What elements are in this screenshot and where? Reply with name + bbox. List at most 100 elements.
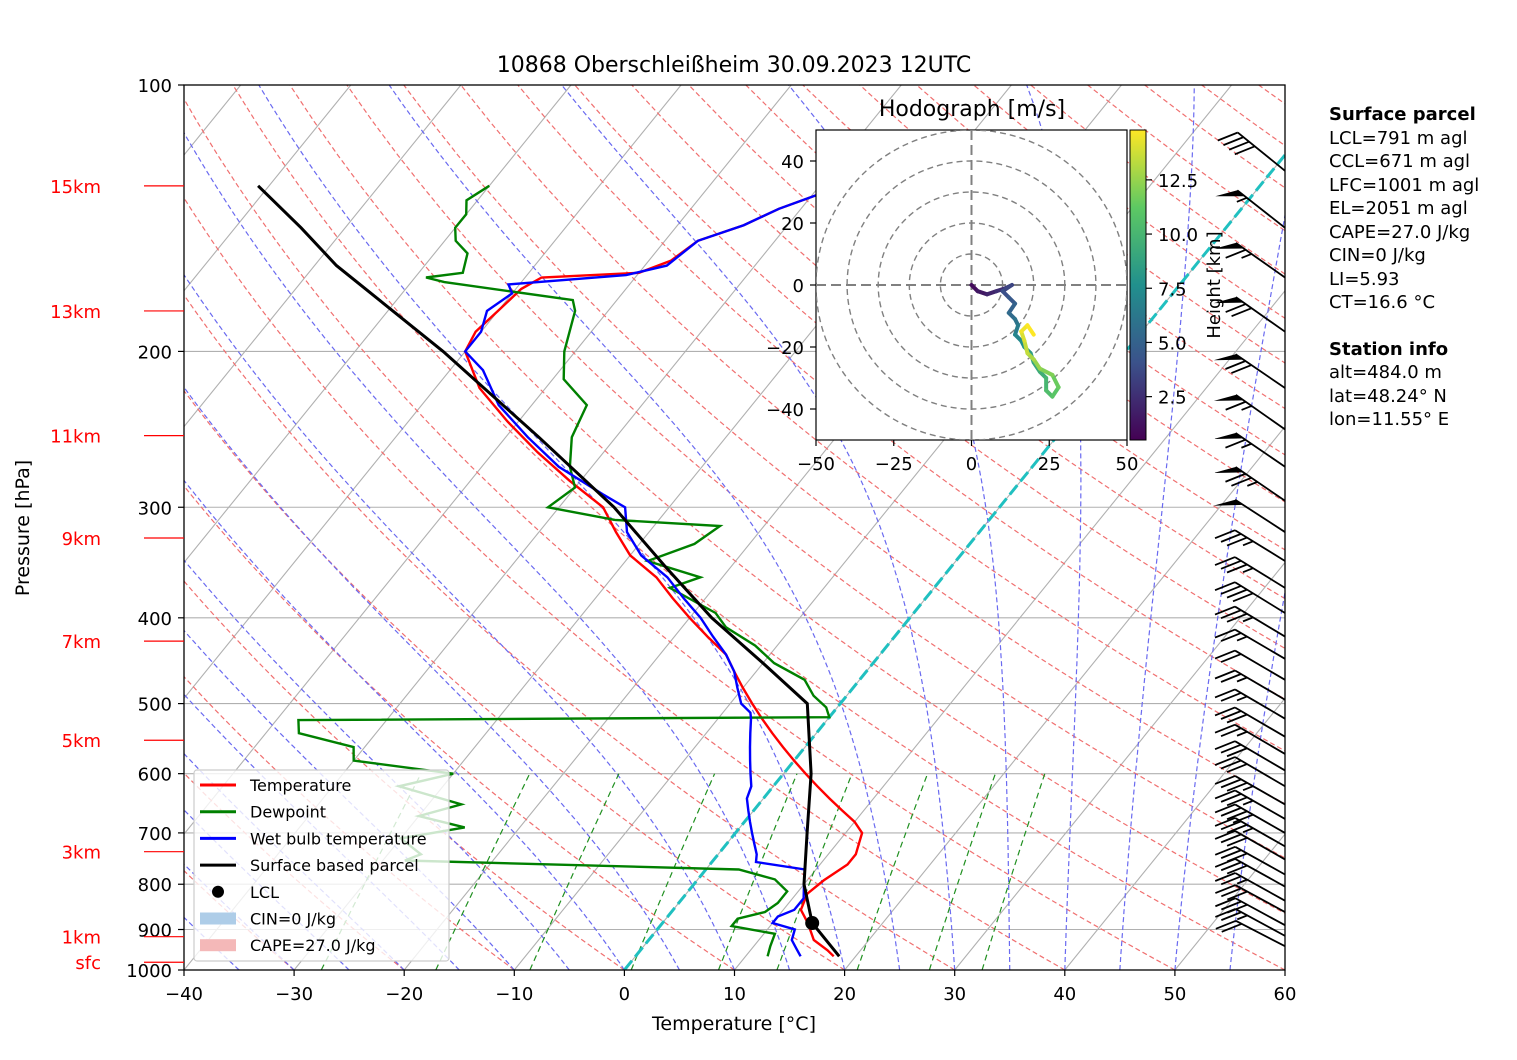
- x-tick-label: 0: [619, 984, 630, 1005]
- barb-pennant: [1213, 394, 1244, 401]
- dry-adiabat: [184, 389, 845, 970]
- barb-full: [1215, 919, 1237, 930]
- barb-full: [1220, 673, 1242, 683]
- barb-full: [1220, 692, 1242, 702]
- barb-full: [1220, 609, 1242, 620]
- mixing-ratio-line: [529, 773, 620, 970]
- mixing-ratio-line: [435, 773, 531, 970]
- wind-barb: [1215, 908, 1286, 937]
- colorbar-tick-label: 7.5: [1158, 279, 1187, 300]
- moist-adiabat: [184, 386, 681, 970]
- barb-full: [1220, 900, 1242, 911]
- info-panel: Surface parcel LCL=791 m agl CCL=671 m a…: [1329, 103, 1479, 432]
- legend-label: Dewpoint: [250, 803, 326, 822]
- wind-barb: [1214, 845, 1286, 876]
- barb-half: [1242, 616, 1254, 623]
- x-tick-label: −20: [385, 984, 423, 1005]
- barb-shaft: [1234, 830, 1286, 861]
- station-line: lat=48.24° N: [1329, 385, 1447, 407]
- barb-full: [1214, 756, 1236, 766]
- barb-full: [1226, 536, 1248, 547]
- y-tick-label: 500: [138, 695, 172, 716]
- barb-shaft: [1235, 394, 1286, 431]
- height-label: 15km: [50, 177, 101, 198]
- wind-barb: [1214, 669, 1286, 701]
- surface-line: LCL=791 m agl: [1329, 127, 1468, 149]
- moist-adiabat: [184, 559, 570, 970]
- wind-barb: [1214, 872, 1286, 902]
- barb-full: [1220, 861, 1242, 872]
- barb-half: [1241, 253, 1252, 259]
- wind-barb: [1214, 756, 1286, 788]
- barb-full: [1220, 833, 1242, 844]
- legend-label: Wet bulb temperature: [250, 829, 427, 848]
- barb-full: [1226, 890, 1248, 901]
- barb-shaft: [1234, 775, 1286, 806]
- barb-full: [1232, 813, 1254, 824]
- x-axis-label: Temperature [°C]: [651, 1013, 816, 1035]
- y-tick-label: 700: [138, 824, 172, 845]
- barb-shaft: [1234, 908, 1286, 937]
- barb-shaft: [1234, 628, 1286, 660]
- barb-shaft: [1235, 432, 1286, 468]
- barb-full: [1220, 653, 1242, 663]
- y-tick-label: 900: [138, 921, 172, 942]
- barb-full: [1220, 793, 1242, 803]
- lcl-marker: [805, 916, 820, 931]
- moist-adiabat: [1174, 212, 1285, 970]
- legend-label: CAPE=27.0 J/kg: [250, 936, 376, 955]
- barb-full: [1220, 743, 1242, 754]
- height-labels: sfc 1km 3km 5km 7km 9km 11km 13km 15km: [50, 177, 184, 974]
- barb-pennant: [1213, 466, 1244, 473]
- barb-shaft: [1235, 296, 1286, 333]
- barb-half: [1246, 481, 1258, 487]
- legend-swatch: [212, 885, 224, 898]
- barb-full: [1226, 763, 1248, 773]
- barb-pennant: [1215, 190, 1245, 197]
- barb-full: [1226, 747, 1248, 758]
- height-label: 3km: [62, 843, 101, 864]
- station-line: lon=11.55° E: [1329, 409, 1450, 430]
- moist-adiabat: [184, 479, 625, 970]
- y-tick-label: 800: [138, 875, 172, 896]
- barb-full: [1214, 740, 1236, 751]
- barb-full: [1234, 145, 1256, 156]
- legend-box: [193, 769, 450, 962]
- hodo-y-tick-label: 0: [793, 276, 804, 297]
- wind-barb: [1213, 466, 1286, 502]
- series-temperature: [463, 185, 864, 958]
- barb-full: [1214, 775, 1236, 785]
- dry-adiabat: [802, 85, 1285, 456]
- profiles: [257, 184, 864, 958]
- barb-full: [1214, 789, 1236, 800]
- barb-shaft: [1237, 131, 1286, 172]
- hodo-x-tick-label: 50: [1116, 454, 1139, 475]
- wind-barb: [1214, 628, 1286, 660]
- barb-full: [1225, 438, 1246, 449]
- barb-shaft: [1234, 706, 1286, 738]
- mixing-ratio-line: [776, 773, 853, 970]
- barb-full: [1225, 303, 1247, 313]
- barb-full: [1214, 706, 1236, 717]
- barb-half: [1236, 635, 1248, 642]
- hodo-content: [816, 130, 1127, 440]
- barb-full: [1220, 727, 1242, 738]
- colorbar-ticks: 2.5 5.0 7.5 10.0 12.5: [1146, 171, 1198, 409]
- barb-shaft: [1234, 884, 1286, 913]
- barb-full: [1214, 529, 1236, 540]
- wind-barb: [1215, 897, 1286, 927]
- hodograph-title: Hodograph [m/s]: [879, 97, 1065, 122]
- barb-half: [1242, 540, 1254, 547]
- barb-shaft: [1234, 556, 1286, 589]
- dry-adiabat: [184, 293, 956, 970]
- barb-full: [1215, 897, 1236, 908]
- moist-adiabat: [184, 131, 791, 970]
- barb-pennant: [1213, 242, 1244, 249]
- barb-half: [1236, 695, 1248, 702]
- barb-full: [1226, 713, 1248, 724]
- dry-adiabat: [184, 580, 625, 970]
- mixing-ratio-line: [928, 773, 996, 970]
- hodograph-inset: Hodograph [m/s] −50 −25 0 25 50 −40 −20 0 20 40 2…: [766, 97, 1225, 475]
- barb-half: [1236, 196, 1248, 203]
